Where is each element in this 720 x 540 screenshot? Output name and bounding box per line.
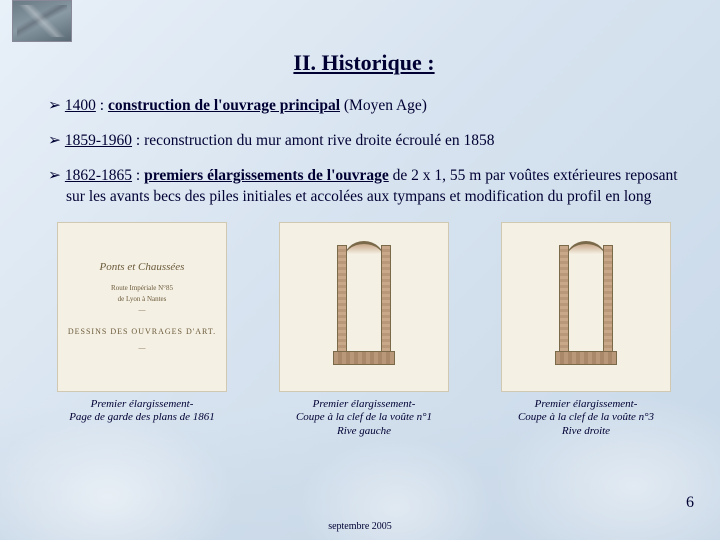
- bullet-1: 1400 : construction de l'ouvrage princip…: [48, 96, 680, 117]
- slide-title: II. Historique :: [48, 50, 680, 76]
- figure-3: Premier élargissement- Coupe à la clef d…: [496, 222, 676, 439]
- caption-3c: Rive droite: [562, 425, 610, 437]
- doc-line2: Route Impériale N°85: [68, 283, 216, 294]
- caption-1b: Page de garde des plans de 1861: [69, 411, 215, 423]
- doc-line1: Ponts et Chaussées: [68, 259, 216, 277]
- caption-3a: Premier élargissement-: [535, 398, 638, 410]
- slide-content: II. Historique : 1400 : construction de …: [0, 0, 720, 439]
- doc-line4: DESSINS DES OUVRAGES D'ART.: [68, 326, 216, 339]
- figure-3-image: [501, 222, 671, 392]
- page-number: 6: [686, 494, 694, 512]
- figure-row: Ponts et Chaussées Route Impériale N°85 …: [48, 222, 680, 439]
- bullet-3-sep: :: [136, 167, 144, 184]
- figure-1-image: Ponts et Chaussées Route Impériale N°85 …: [57, 222, 227, 392]
- caption-3: Premier élargissement- Coupe à la clef d…: [496, 398, 676, 439]
- bullet-3-year: 1862-1865: [65, 167, 132, 184]
- bullet-1-year: 1400: [65, 97, 96, 114]
- doc-line3: de Lyon à Nantes: [68, 294, 216, 305]
- figure-1: Ponts et Chaussées Route Impériale N°85 …: [52, 222, 232, 439]
- cross-section-drawing-2: [551, 237, 621, 377]
- footer-date: septembre 2005: [0, 521, 720, 532]
- caption-2: Premier élargissement- Coupe à la clef d…: [274, 398, 454, 439]
- header-logo-image: [12, 0, 72, 42]
- bullet-3-main: premiers élargissements de l'ouvrage: [144, 167, 389, 184]
- cross-section-drawing: [329, 237, 399, 377]
- caption-1: Premier élargissement- Page de garde des…: [52, 398, 232, 426]
- document-cover: Ponts et Chaussées Route Impériale N°85 …: [60, 251, 224, 362]
- bullet-1-sep: :: [100, 97, 108, 114]
- bullet-2-year: 1859-1960: [65, 132, 132, 149]
- bullet-2: 1859-1960 : reconstruction du mur amont …: [48, 131, 680, 152]
- caption-2b: Coupe à la clef de la voûte n°1: [296, 411, 432, 423]
- caption-1a: Premier élargissement-: [91, 398, 194, 410]
- caption-2a: Premier élargissement-: [313, 398, 416, 410]
- bullet-2-text: : reconstruction du mur amont rive droit…: [136, 132, 495, 149]
- figure-2-image: [279, 222, 449, 392]
- bullet-1-main: construction de l'ouvrage principal: [108, 97, 340, 114]
- figure-2: Premier élargissement- Coupe à la clef d…: [274, 222, 454, 439]
- caption-3b: Coupe à la clef de la voûte n°3: [518, 411, 654, 423]
- doc-sep: —: [68, 305, 216, 316]
- bullet-3: 1862-1865 : premiers élargissements de l…: [48, 166, 680, 208]
- bullet-1-tail: (Moyen Age): [344, 97, 427, 114]
- caption-2c: Rive gauche: [337, 425, 391, 437]
- doc-sep2: —: [68, 343, 216, 354]
